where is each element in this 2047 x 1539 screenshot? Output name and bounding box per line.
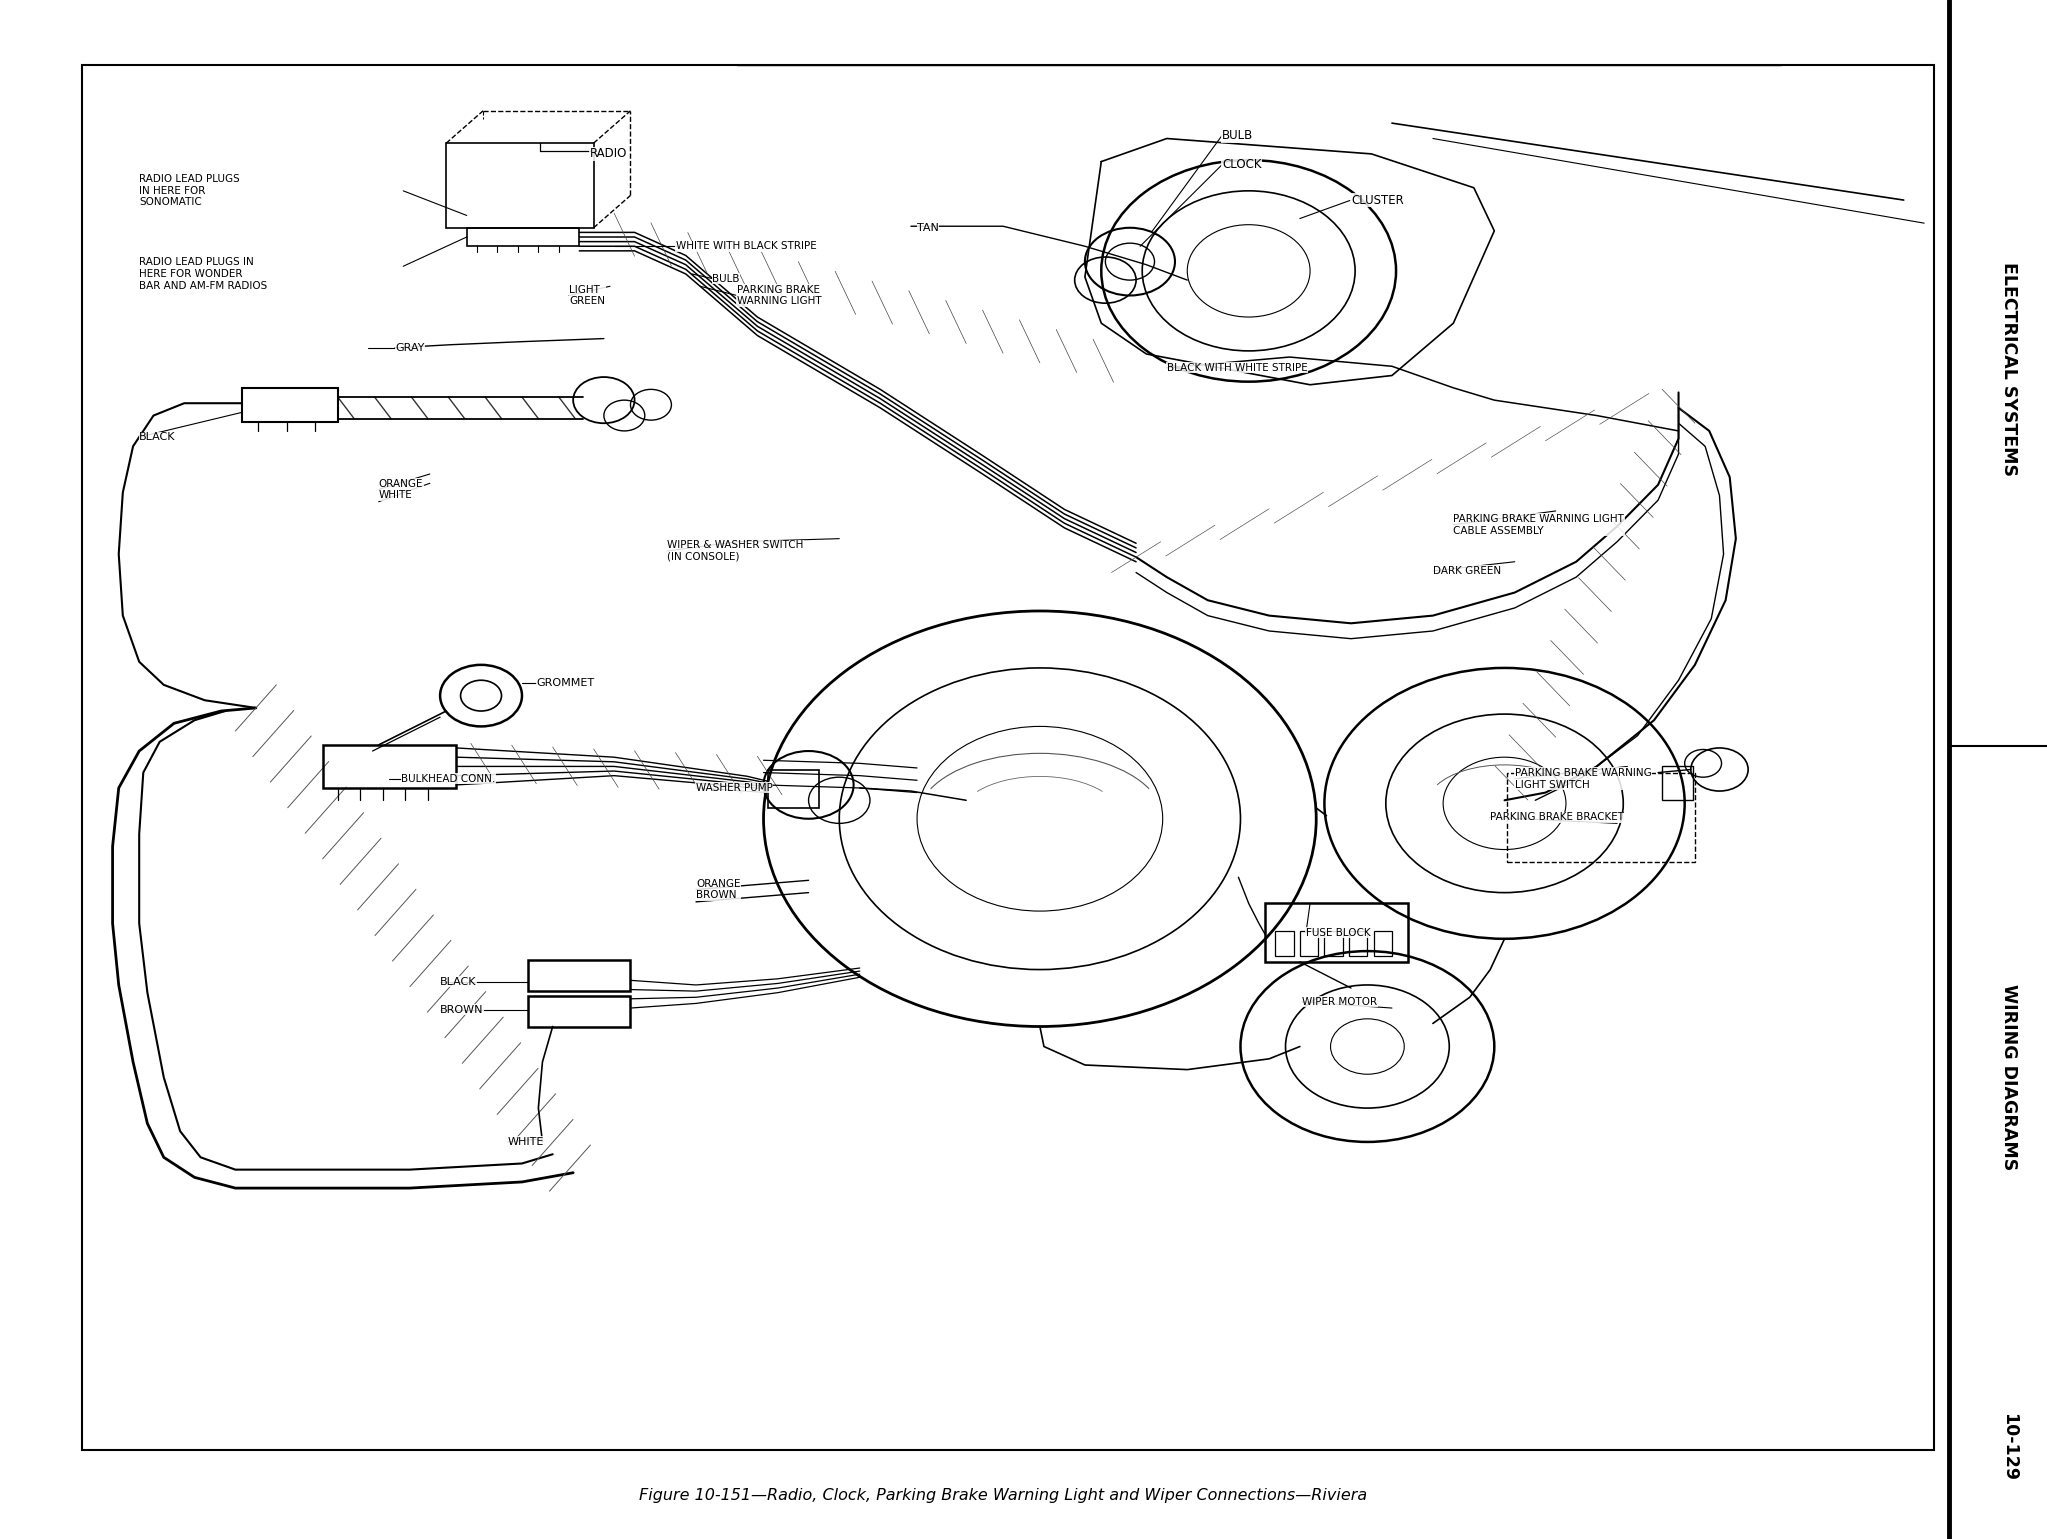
Text: RADIO: RADIO (590, 148, 626, 160)
Bar (242, 388, 338, 422)
Bar (768, 770, 819, 808)
Text: PARKING BRAKE
WARNING LIGHT: PARKING BRAKE WARNING LIGHT (737, 285, 821, 306)
Bar (1324, 931, 1343, 956)
Bar (1349, 931, 1367, 956)
Text: ORANGE
WHITE: ORANGE WHITE (379, 479, 424, 500)
Bar (1275, 931, 1294, 956)
Bar (528, 996, 630, 1027)
Bar (1300, 931, 1318, 956)
Text: GRAY: GRAY (395, 343, 424, 352)
Text: DARK GREEN: DARK GREEN (1433, 566, 1500, 576)
Bar (1374, 931, 1392, 956)
Text: GROMMET: GROMMET (536, 679, 594, 688)
Text: WIRING DIAGRAMS: WIRING DIAGRAMS (2000, 983, 2018, 1171)
Text: WIPER MOTOR: WIPER MOTOR (1302, 997, 1378, 1007)
Bar (1265, 903, 1408, 962)
Text: BULB: BULB (712, 274, 739, 283)
Text: BLACK: BLACK (139, 432, 176, 442)
Text: FUSE BLOCK: FUSE BLOCK (1306, 928, 1371, 937)
Text: BROWN: BROWN (440, 1005, 483, 1014)
Text: ORANGE
BROWN: ORANGE BROWN (696, 879, 741, 900)
Text: CLUSTER: CLUSTER (1351, 194, 1404, 206)
Text: BLACK: BLACK (440, 977, 477, 986)
Text: WASHER PUMP: WASHER PUMP (696, 783, 774, 793)
Text: BULKHEAD CONN.: BULKHEAD CONN. (401, 774, 495, 783)
Text: RADIO LEAD PLUGS IN
HERE FOR WONDER
BAR AND AM-FM RADIOS: RADIO LEAD PLUGS IN HERE FOR WONDER BAR … (139, 257, 268, 291)
Text: PARKING BRAKE BRACKET: PARKING BRAKE BRACKET (1490, 813, 1623, 822)
Text: PARKING BRAKE WARNING
LIGHT SWITCH: PARKING BRAKE WARNING LIGHT SWITCH (1515, 768, 1652, 790)
Text: LIGHT
GREEN: LIGHT GREEN (569, 285, 606, 306)
Bar (1507, 773, 1695, 862)
Text: CLOCK: CLOCK (1222, 159, 1261, 171)
Text: WHITE WITH BLACK STRIPE: WHITE WITH BLACK STRIPE (676, 242, 817, 251)
Bar (323, 745, 456, 788)
Text: 10-129: 10-129 (2000, 1413, 2018, 1481)
Bar (446, 143, 594, 228)
Bar (82, 65, 1934, 1450)
Bar (1662, 766, 1693, 800)
Text: TAN: TAN (917, 223, 940, 232)
Text: PARKING BRAKE WARNING LIGHT
CABLE ASSEMBLY: PARKING BRAKE WARNING LIGHT CABLE ASSEMB… (1453, 514, 1623, 536)
Text: WIPER & WASHER SWITCH
(IN CONSOLE): WIPER & WASHER SWITCH (IN CONSOLE) (667, 540, 804, 562)
Text: BLACK WITH WHITE STRIPE: BLACK WITH WHITE STRIPE (1167, 363, 1308, 372)
Text: RADIO LEAD PLUGS
IN HERE FOR
SONOMATIC: RADIO LEAD PLUGS IN HERE FOR SONOMATIC (139, 174, 239, 208)
Text: WHITE: WHITE (508, 1137, 545, 1147)
Text: BULB: BULB (1222, 129, 1253, 142)
Text: Figure 10-151—Radio, Clock, Parking Brake Warning Light and Wiper Connections—Ri: Figure 10-151—Radio, Clock, Parking Brak… (639, 1488, 1367, 1504)
Bar (467, 228, 579, 246)
Bar (528, 960, 630, 991)
Text: ELECTRICAL SYSTEMS: ELECTRICAL SYSTEMS (2000, 262, 2018, 477)
